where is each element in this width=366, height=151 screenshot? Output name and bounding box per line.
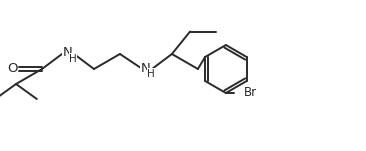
Text: H: H	[147, 69, 155, 79]
Text: O: O	[7, 63, 17, 76]
Text: Br: Br	[244, 87, 257, 100]
Text: N: N	[63, 47, 73, 59]
Text: N: N	[141, 61, 151, 74]
Text: H: H	[69, 54, 77, 64]
